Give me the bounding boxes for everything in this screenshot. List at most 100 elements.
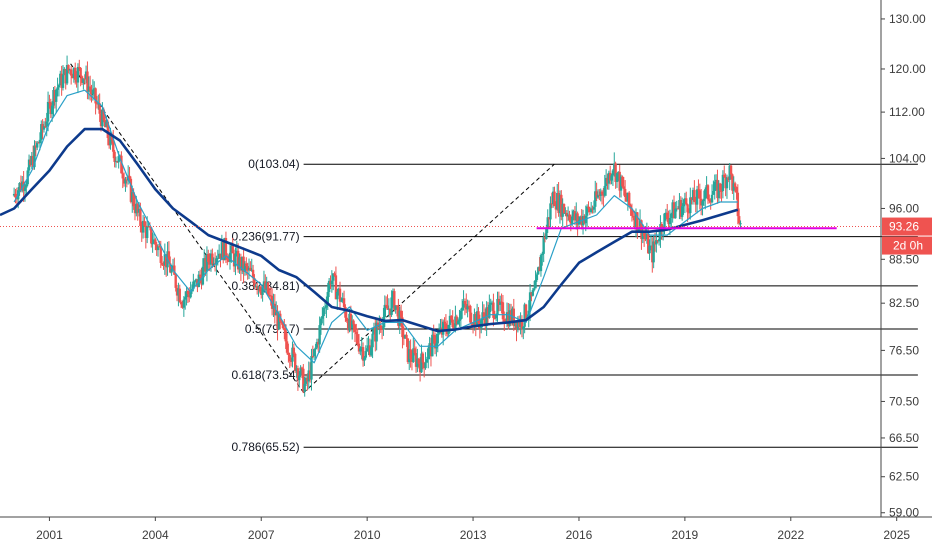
candle-body <box>709 200 712 203</box>
candle-body <box>189 291 192 298</box>
candle-body <box>562 204 566 214</box>
candle-body <box>527 310 530 317</box>
candle-body <box>541 253 544 256</box>
candle-body <box>340 300 343 302</box>
candle-body <box>383 304 387 318</box>
candle-body <box>265 282 268 291</box>
candle-body <box>177 288 180 296</box>
price-tick-label: 88.50 <box>889 252 919 266</box>
candle-body <box>427 348 430 360</box>
candle-body <box>105 121 108 128</box>
candle-body <box>397 306 400 326</box>
candle-body <box>524 304 528 319</box>
candle-body <box>307 370 310 382</box>
candle-body <box>181 304 184 308</box>
countdown-label: 2d 0h <box>893 239 923 253</box>
candle-body <box>40 124 43 140</box>
candle-body <box>414 353 418 367</box>
candle-body <box>561 204 564 217</box>
candle-body <box>212 263 215 265</box>
candle-body <box>685 198 688 205</box>
candle-body <box>101 109 104 127</box>
candle-body <box>451 319 454 328</box>
candle-body <box>154 239 157 245</box>
candle-body <box>656 240 659 242</box>
price-badges-group: 93.26 2d 0h <box>882 217 932 255</box>
candle-body <box>224 237 228 257</box>
candle-body <box>158 246 161 248</box>
candle-body <box>433 335 437 349</box>
candle-body <box>243 263 247 272</box>
time-tick-label: 2001 <box>36 528 63 542</box>
candle-body <box>37 142 40 144</box>
candle-body <box>641 232 644 240</box>
candle-body <box>197 274 200 288</box>
candle-body <box>613 163 616 171</box>
candle-body <box>230 245 233 253</box>
candle-body <box>231 245 234 254</box>
candle-body <box>291 347 294 362</box>
candle-body <box>465 304 468 310</box>
candle-body <box>497 298 501 305</box>
candle-body <box>699 198 703 206</box>
price-tick-label: 62.50 <box>889 470 919 484</box>
candle-body <box>175 287 179 296</box>
candle-body <box>579 216 582 221</box>
candle-body <box>441 321 445 335</box>
candle-body <box>194 279 198 282</box>
candle-body <box>80 76 84 83</box>
candle-body <box>462 300 465 308</box>
candle-body <box>276 312 279 330</box>
candle-body <box>666 212 669 220</box>
candle-body <box>564 212 567 214</box>
candle-body <box>679 199 683 217</box>
candle-body <box>448 315 452 325</box>
candle-body <box>463 300 467 305</box>
candle-body <box>292 347 296 354</box>
candle-body <box>241 256 244 271</box>
candle-body <box>549 203 552 220</box>
candle-body <box>511 308 514 323</box>
candle-body <box>615 173 619 182</box>
time-tick-label: 2025 <box>883 528 910 542</box>
candle-body <box>170 268 173 273</box>
candle-body <box>606 177 609 184</box>
candle-body <box>333 273 336 276</box>
candle-body <box>211 253 214 264</box>
candle-body <box>131 192 134 202</box>
candle-body <box>44 126 47 128</box>
candle-body <box>338 288 342 302</box>
candle-body <box>19 183 23 191</box>
candle-body <box>342 298 346 308</box>
candle-body <box>550 203 554 205</box>
candle-body <box>76 66 80 83</box>
candle-body <box>247 267 251 271</box>
candle-body <box>444 323 448 331</box>
candle-body <box>184 297 187 300</box>
candle-body <box>135 203 138 214</box>
candle-body <box>732 183 735 191</box>
candle-body <box>421 353 425 363</box>
candle-body <box>27 159 31 171</box>
candle-body <box>572 211 575 217</box>
candle-body <box>169 263 172 273</box>
candle-body <box>693 190 696 202</box>
candle-body <box>543 237 547 239</box>
candle-body <box>94 88 97 104</box>
candle-body <box>364 351 367 358</box>
candle-body <box>676 208 680 210</box>
candle-body <box>642 232 646 237</box>
candle-body <box>454 316 457 330</box>
candle-body <box>644 236 647 240</box>
candle-body <box>553 191 556 207</box>
candle-body <box>251 269 255 279</box>
candle-body <box>253 278 256 287</box>
candle-body <box>137 208 141 213</box>
candle-body <box>406 338 410 363</box>
candle-body <box>255 285 259 290</box>
candle-body <box>603 185 606 196</box>
price-tick-label: 104.00 <box>889 151 926 165</box>
time-tick-label: 2007 <box>248 528 275 542</box>
candle-body <box>482 312 486 318</box>
